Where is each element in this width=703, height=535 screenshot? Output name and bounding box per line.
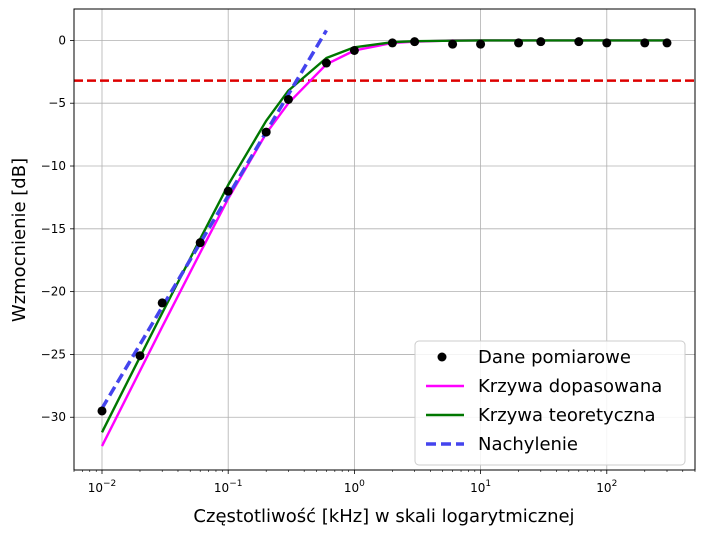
x-tick-label: 102: [596, 479, 617, 495]
legend-label: Krzywa teoretyczna: [478, 405, 656, 426]
data-point: [157, 298, 167, 308]
data-point: [574, 37, 584, 47]
legend-marker: [437, 352, 447, 362]
x-tick-label: 100: [344, 479, 365, 495]
data-point: [602, 38, 612, 48]
y-axis-ticks: 0 −5 −10 −15 −20 −25 −30: [41, 33, 74, 424]
y-tick-label: 0: [58, 33, 66, 47]
data-point: [387, 38, 397, 48]
y-tick-label: −10: [41, 159, 66, 173]
legend-box: [414, 340, 686, 466]
data-point: [536, 37, 546, 47]
x-tick-label: 10−1: [214, 479, 243, 495]
data-point: [410, 37, 420, 47]
data-point: [476, 39, 486, 49]
y-tick-label: −5: [48, 96, 66, 110]
legend-label: Dane pomiarowe: [478, 347, 631, 368]
y-tick-label: −30: [41, 410, 66, 424]
data-point: [662, 38, 672, 48]
data-point: [195, 238, 205, 248]
data-point: [223, 186, 233, 196]
legend-label: Krzywa dopasowana: [478, 376, 662, 397]
x-axis-ticks: 10−2 10−1 100 101 102: [88, 470, 617, 495]
data-point: [283, 94, 293, 104]
series-nachylenie: [100, 29, 328, 410]
data-point: [97, 406, 107, 416]
legend: Dane pomiarowe Krzywa dopasowana Krzywa te…: [414, 340, 686, 466]
plot-frame: [73, 8, 696, 471]
plot-marks: [74, 29, 695, 447]
x-tick-label: 10−2: [88, 479, 117, 495]
y-tick-label: −15: [41, 222, 66, 236]
y-tick-label: −25: [41, 347, 66, 361]
data-point: [448, 39, 458, 49]
data-point: [349, 45, 359, 55]
data-point: [640, 38, 650, 48]
data-point: [135, 351, 145, 361]
data-point: [321, 58, 331, 68]
x-tick-label: 101: [470, 479, 491, 495]
x-axis-title: Częstotliwość [kHz] w skali logarytmiczn…: [193, 506, 574, 527]
y-axis-title: Wzmocnienie [dB]: [9, 158, 30, 322]
data-point: [514, 38, 524, 48]
y-tick-label: −20: [41, 285, 66, 299]
x-minor-ticks: [73, 470, 696, 472]
data-point: [261, 127, 271, 137]
legend-label: Nachylenie: [478, 434, 578, 455]
